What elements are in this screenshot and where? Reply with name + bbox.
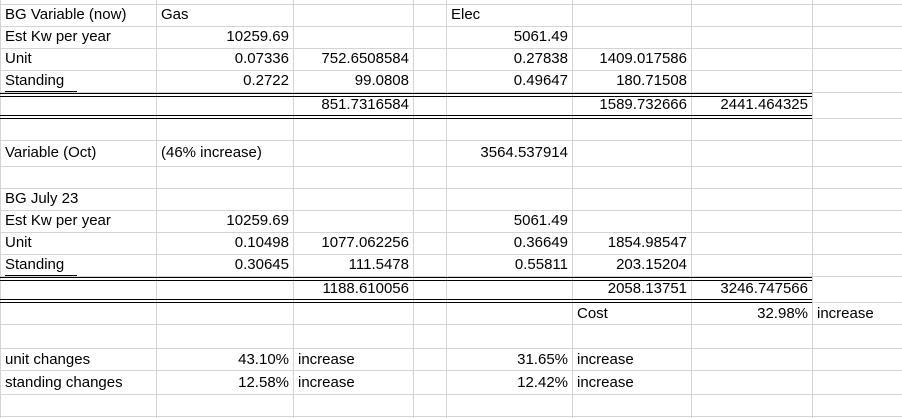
cell-a12[interactable]: Standing <box>5 256 65 273</box>
gridline <box>0 48 902 49</box>
gridline <box>0 0 1 418</box>
cell-b2[interactable]: 10259.69 <box>226 28 289 45</box>
gridline <box>0 140 902 141</box>
cell-f5[interactable]: 1589.732666 <box>599 96 687 113</box>
cell-e3[interactable]: 0.27838 <box>513 50 568 67</box>
cell-b10[interactable]: 10259.69 <box>226 212 289 229</box>
gridline <box>0 92 902 93</box>
gridline <box>0 188 902 189</box>
gridline <box>0 26 902 27</box>
cell-f16[interactable]: increase <box>577 351 634 368</box>
double-border <box>0 93 812 94</box>
cell-e1[interactable]: Elec <box>451 6 481 23</box>
cell-e16[interactable]: 31.65% <box>517 351 568 368</box>
gridline <box>0 394 902 395</box>
cell-c16[interactable]: increase <box>298 351 355 368</box>
gridline <box>446 0 447 418</box>
cell-e4[interactable]: 0.49647 <box>513 72 568 89</box>
cell-h14[interactable]: increase <box>817 305 874 322</box>
cell-e7[interactable]: 3564.537914 <box>480 144 568 161</box>
cell-g13[interactable]: 3246.747566 <box>720 280 808 297</box>
double-border <box>0 96 812 97</box>
double-border <box>0 280 812 281</box>
cell-f13[interactable]: 2058.13751 <box>607 280 687 297</box>
double-border <box>0 118 812 119</box>
gridline <box>0 232 902 233</box>
gridline <box>0 70 902 71</box>
cell-e2[interactable]: 5061.49 <box>513 28 568 45</box>
gridline <box>0 416 902 417</box>
gridline <box>0 324 902 325</box>
cell-c12[interactable]: 111.5478 <box>348 256 409 273</box>
cell-f4[interactable]: 180.71508 <box>616 72 687 89</box>
gridline <box>293 0 294 418</box>
cell-c11[interactable]: 1077.062256 <box>321 234 409 251</box>
gridline <box>0 276 902 277</box>
cell-f3[interactable]: 1409.017586 <box>599 50 687 67</box>
cell-c4[interactable]: 99.0808 <box>354 72 409 89</box>
cell-b17[interactable]: 12.58% <box>238 374 289 391</box>
double-border <box>0 302 812 303</box>
cell-b16[interactable]: 43.10% <box>238 351 289 368</box>
cell-c17[interactable]: increase <box>298 374 355 391</box>
cell-f14[interactable]: Cost <box>577 305 608 322</box>
cell-e11[interactable]: 0.36649 <box>513 234 568 251</box>
cell-e17[interactable]: 12.42% <box>517 374 568 391</box>
cell-c3[interactable]: 752.6508584 <box>321 50 409 67</box>
cell-e12[interactable]: 0.55811 <box>514 256 568 273</box>
cell-a11[interactable]: Unit <box>5 234 32 251</box>
cell-a16[interactable]: unit changes <box>5 351 91 368</box>
cell-b3[interactable]: 0.07336 <box>234 50 289 67</box>
cell-e10[interactable]: 5061.49 <box>513 212 568 229</box>
cell-c13[interactable]: 1188.610056 <box>322 280 409 297</box>
cell-b1[interactable]: Gas <box>161 6 189 23</box>
gridline <box>0 210 902 211</box>
cell-b4[interactable]: 0.2722 <box>243 72 289 89</box>
cell-g14[interactable]: 32.98% <box>757 305 808 322</box>
gridline <box>0 370 902 371</box>
cell-f11[interactable]: 1854.98547 <box>607 234 687 251</box>
gridline <box>0 166 902 167</box>
cell-b7[interactable]: (46% increase) <box>161 144 262 161</box>
cell-c5[interactable]: 851.7316584 <box>321 96 409 113</box>
gridline <box>413 0 414 418</box>
cell-b12[interactable]: 0.30645 <box>234 256 289 273</box>
cell-a10[interactable]: Est Kw per year <box>5 212 111 229</box>
gridline <box>0 254 902 255</box>
cell-g5[interactable]: 2441.464325 <box>720 96 808 113</box>
cell-b11[interactable]: 0.10498 <box>234 234 289 251</box>
cell-f17[interactable]: increase <box>577 374 634 391</box>
cell-a2[interactable]: Est Kw per year <box>5 28 111 45</box>
double-border <box>0 299 812 300</box>
gridline <box>691 0 692 418</box>
gridline <box>156 0 157 418</box>
gridline <box>812 0 813 418</box>
double-border <box>0 277 812 278</box>
gridline <box>0 4 902 5</box>
cell-a7[interactable]: Variable (Oct) <box>5 144 97 161</box>
double-border <box>0 115 812 116</box>
cell-a3[interactable]: Unit <box>5 50 32 67</box>
cell-a17[interactable]: standing changes <box>5 374 123 391</box>
gridline <box>0 348 902 349</box>
cell-f12[interactable]: 203.15204 <box>616 256 687 273</box>
cell-underline <box>5 275 77 276</box>
cell-a1[interactable]: BG Variable (now) <box>5 6 127 23</box>
gridline <box>572 0 573 418</box>
cell-a4[interactable]: Standing <box>5 72 65 89</box>
cell-a9[interactable]: BG July 23 <box>5 190 79 207</box>
cell-underline <box>5 91 77 92</box>
